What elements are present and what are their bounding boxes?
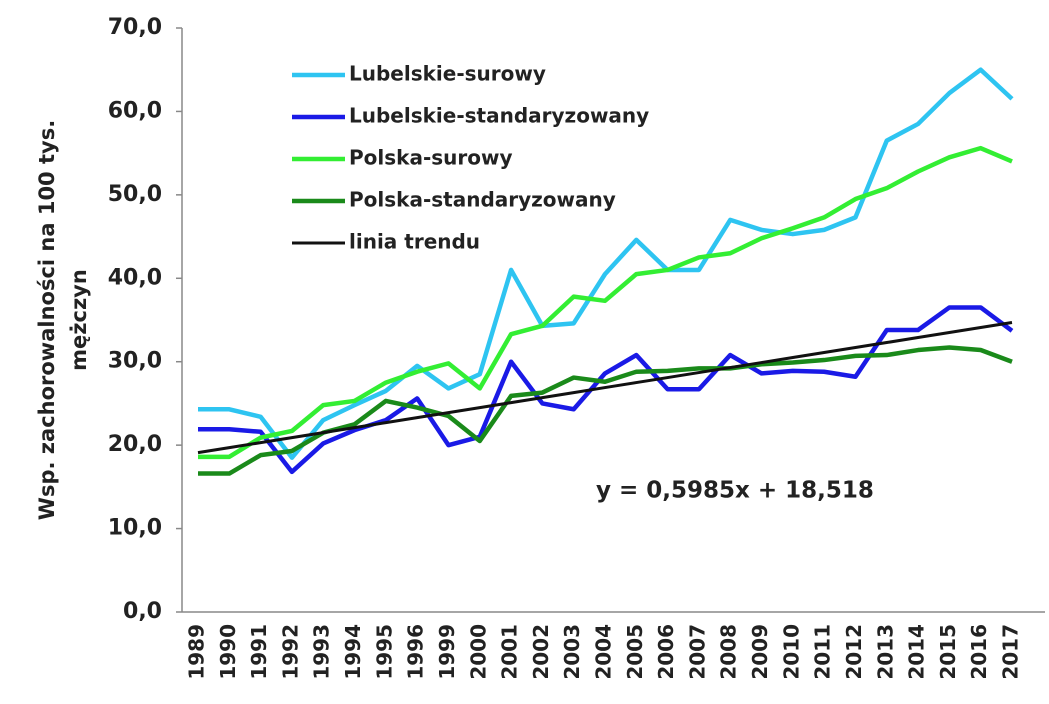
- x-tick-label: 2017: [999, 624, 1023, 680]
- y-tick-label: 30,0: [108, 349, 162, 374]
- x-tick-label: 1989: [185, 624, 209, 680]
- y-tick-label: 50,0: [108, 182, 162, 207]
- trend-equation: y = 0,5985x + 18,518: [596, 478, 874, 504]
- x-tick-label: 2015: [936, 624, 960, 680]
- x-tick-label: 1993: [310, 624, 334, 680]
- x-tick-label: 2004: [592, 624, 616, 680]
- x-tick-label: 1995: [372, 624, 396, 680]
- series-line: [198, 67, 1014, 460]
- y-tick-label: 40,0: [108, 265, 162, 290]
- x-tick-label: 1992: [278, 624, 302, 680]
- x-tick-label: 2012: [842, 624, 866, 680]
- x-tick-label: 2001: [498, 624, 522, 680]
- legend-label: Lubelskie-surowy: [349, 62, 546, 86]
- y-tick-label: 70,0: [108, 15, 162, 40]
- x-tick-label: 2013: [873, 624, 897, 680]
- series-line: [198, 145, 1013, 460]
- x-tick-label: 1994: [341, 624, 365, 680]
- x-tick-label: 2014: [905, 624, 929, 680]
- x-tick-label: 2006: [654, 624, 678, 680]
- x-tick-label: 2003: [560, 624, 584, 680]
- x-tick-label: 2005: [623, 624, 647, 680]
- x-tick-label: 2011: [811, 624, 835, 680]
- y-tick-label: 60,0: [108, 98, 162, 123]
- x-tick-label: 2007: [685, 624, 709, 680]
- x-tick-label: 1996: [404, 624, 428, 680]
- x-tick-label: 2009: [748, 624, 772, 680]
- y-axis-label: mężczyn: [67, 269, 91, 371]
- x-tick-label: 2010: [779, 624, 803, 680]
- x-tick-label: 2000: [466, 624, 490, 680]
- x-tick-label: 2002: [529, 624, 553, 680]
- legend-label: Lubelskie-standaryzowany: [349, 104, 649, 128]
- x-tick-label: 2016: [967, 624, 991, 680]
- x-tick-label: 2008: [717, 624, 741, 680]
- y-axis-label: Wsp. zachorowalności na 100 tys.: [35, 120, 59, 520]
- series-line: [198, 305, 1014, 475]
- y-tick-label: 10,0: [108, 516, 162, 541]
- x-tick-label: 1999: [435, 624, 459, 680]
- y-tick-label: 0,0: [123, 599, 162, 624]
- legend-label: linia trendu: [349, 230, 480, 254]
- series-line: [197, 321, 1013, 455]
- x-tick-label: 1990: [216, 624, 240, 680]
- y-tick-label: 20,0: [108, 432, 162, 457]
- legend-label: Polska-surowy: [349, 146, 513, 170]
- x-tick-label: 1991: [247, 624, 271, 680]
- legend-label: Polska-standaryzowany: [349, 188, 616, 212]
